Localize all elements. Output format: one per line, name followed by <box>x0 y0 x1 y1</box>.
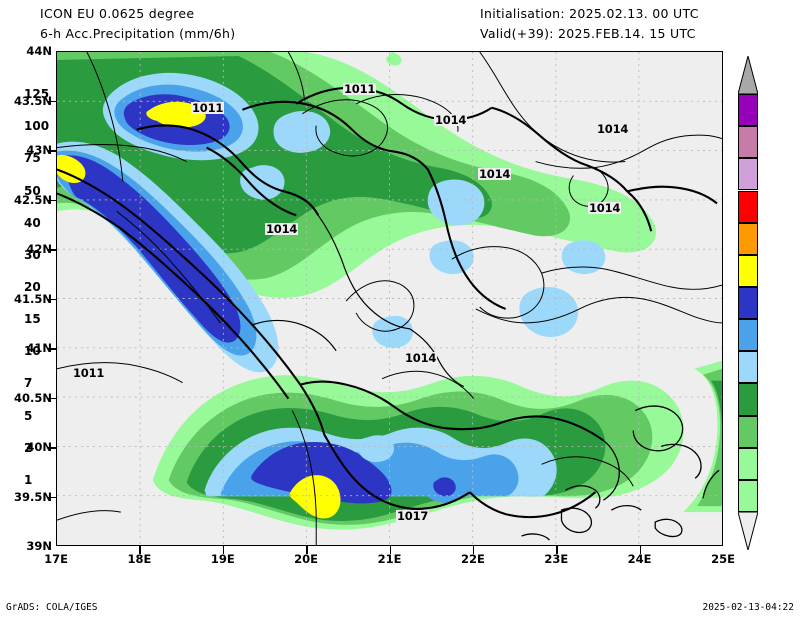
precip-patch-top <box>386 52 402 66</box>
isobar-label-1014-a: 1014 <box>265 222 299 236</box>
xtick-label-20e: 20E <box>294 552 319 566</box>
ytick-label-39.5n: 39.5N <box>14 489 52 504</box>
precip-pocket-g <box>561 240 606 275</box>
ytick-label-39n: 39N <box>26 539 52 553</box>
colorbar-label-7: 7 <box>24 376 33 391</box>
isobar-label-1014-c: 1014 <box>596 122 630 136</box>
xtick-mark <box>306 546 308 554</box>
ytick-mark <box>48 100 56 103</box>
ytick-mark <box>48 298 56 301</box>
colorbar-band-1[interactable] <box>738 479 758 512</box>
xtick-mark <box>139 546 141 554</box>
isobar-label-1014-f: 1014 <box>404 351 438 365</box>
precip-band-20mm-nw-max <box>146 101 206 128</box>
colorbar-label-1: 1 <box>24 472 33 487</box>
colorbar-label-50: 50 <box>24 183 41 198</box>
precipitation-colorbar[interactable] <box>738 94 758 512</box>
colorbar-label-5: 5 <box>24 408 33 423</box>
xtick-label-18e: 18E <box>127 552 152 566</box>
precip-pocket-f <box>519 287 579 338</box>
ytick-mark <box>48 496 56 499</box>
xtick-label-25e: 25E <box>711 552 735 566</box>
field-title: 6-h Acc.Precipitation (mm/6h) <box>40 26 236 41</box>
precip-pocket-south-b <box>358 435 394 463</box>
ytick-label-41n: 41N <box>26 341 52 355</box>
map-plot-area[interactable] <box>56 51 723 546</box>
grads-credit: GrADS: COLA/IGES <box>6 602 98 613</box>
colorbar-band-2[interactable] <box>738 447 758 480</box>
colorbar-label-125: 125 <box>24 87 50 101</box>
model-title: ICON EU 0.0625 degree <box>40 6 195 21</box>
isobar-label-1017: 1017 <box>396 509 430 523</box>
ytick-label-42n: 42N <box>26 242 52 256</box>
colorbar-above-max-arrow <box>738 56 758 94</box>
isobar-label-1014-b: 1014 <box>434 113 468 127</box>
colorbar-label-20: 20 <box>24 279 41 294</box>
isobar-label-1011-b: 1011 <box>343 82 377 96</box>
xtick-label-17e: 17E <box>44 552 68 566</box>
initialisation-time: Initialisation: 2025.02.13. 00 UTC <box>480 6 699 21</box>
xtick-label-21e: 21E <box>377 552 402 566</box>
precip-band-15mm-south-core <box>251 442 392 504</box>
colorbar-band-30[interactable] <box>738 254 758 287</box>
colorbar-band-15[interactable] <box>738 319 758 352</box>
ytick-label-44n: 44N <box>26 44 52 58</box>
precip-pocket-south-max-b <box>433 477 456 497</box>
colorbar-band-75[interactable] <box>738 158 758 191</box>
ytick-label-43n: 43N <box>26 143 52 157</box>
colorbar-band-5[interactable] <box>738 415 758 448</box>
precip-pocket-a <box>273 111 331 153</box>
xtick-mark <box>472 546 475 554</box>
ytick-mark <box>48 150 56 152</box>
valid-time: Valid(+39): 2025.FEB.14. 15 UTC <box>480 26 696 41</box>
isobar-label-1014-e: 1014 <box>588 201 622 215</box>
xtick-label-24e: 24E <box>627 552 652 566</box>
colorbar-band-125[interactable] <box>738 94 758 127</box>
precip-pocket-c <box>427 179 485 226</box>
colorbar-label-2: 2 <box>24 440 33 455</box>
colorbar-band-50[interactable] <box>738 190 758 223</box>
ytick-mark <box>48 249 56 251</box>
ytick-mark <box>48 348 56 350</box>
colorbar-below-min-arrow <box>738 512 758 550</box>
precip-band-15mm-dalmatia <box>62 155 241 343</box>
precip-pocket-d <box>429 240 474 275</box>
ytick-mark <box>48 199 56 202</box>
colorbar-label-100: 100 <box>24 119 50 134</box>
xtick-mark <box>222 546 225 554</box>
colorbar-band-40[interactable] <box>738 222 758 255</box>
xtick-mark <box>639 546 642 554</box>
colorbar-label-40: 40 <box>24 215 41 230</box>
ytick-label-41.5n: 41.5N <box>14 291 52 306</box>
ytick-label-40n: 40N <box>26 440 52 454</box>
precip-band-5mm-east <box>711 380 722 427</box>
xtick-label-19e: 19E <box>210 552 235 566</box>
precip-pocket-e <box>372 315 413 349</box>
precip-band-2mm-east <box>697 368 722 507</box>
colorbar-label-10: 10 <box>24 344 41 359</box>
colorbar-band-10[interactable] <box>738 351 758 384</box>
colorbar-band-7[interactable] <box>738 383 758 416</box>
xtick-mark <box>556 546 558 554</box>
ytick-mark <box>48 447 56 449</box>
precip-band-20mm-dalmatia-max <box>57 155 86 184</box>
isobar-label-1014-d: 1014 <box>478 167 512 181</box>
render-timestamp: 2025-02-13-04:22 <box>702 602 794 613</box>
colorbar-band-20[interactable] <box>738 286 758 320</box>
colorbar-label-15: 15 <box>24 312 41 327</box>
xtick-label-22e: 22E <box>460 552 485 566</box>
colorbar-band-100[interactable] <box>738 126 758 159</box>
ytick-mark <box>48 397 56 400</box>
colorbar-label-30: 30 <box>24 247 41 262</box>
xtick-mark <box>389 546 392 554</box>
ytick-label-40.5n: 40.5N <box>14 390 52 405</box>
colorbar-label-75: 75 <box>24 151 41 166</box>
ytick-label-43.5n: 43.5N <box>14 93 52 108</box>
ytick-label-42.5n: 42.5N <box>14 192 52 207</box>
isobar-label-1011-c: 1011 <box>72 366 106 380</box>
coastlines-and-borders <box>57 86 720 541</box>
xtick-label-23e: 23E <box>544 552 569 566</box>
isobar-label-1011-a: 1011 <box>191 101 225 115</box>
precipitation-map <box>57 52 722 545</box>
